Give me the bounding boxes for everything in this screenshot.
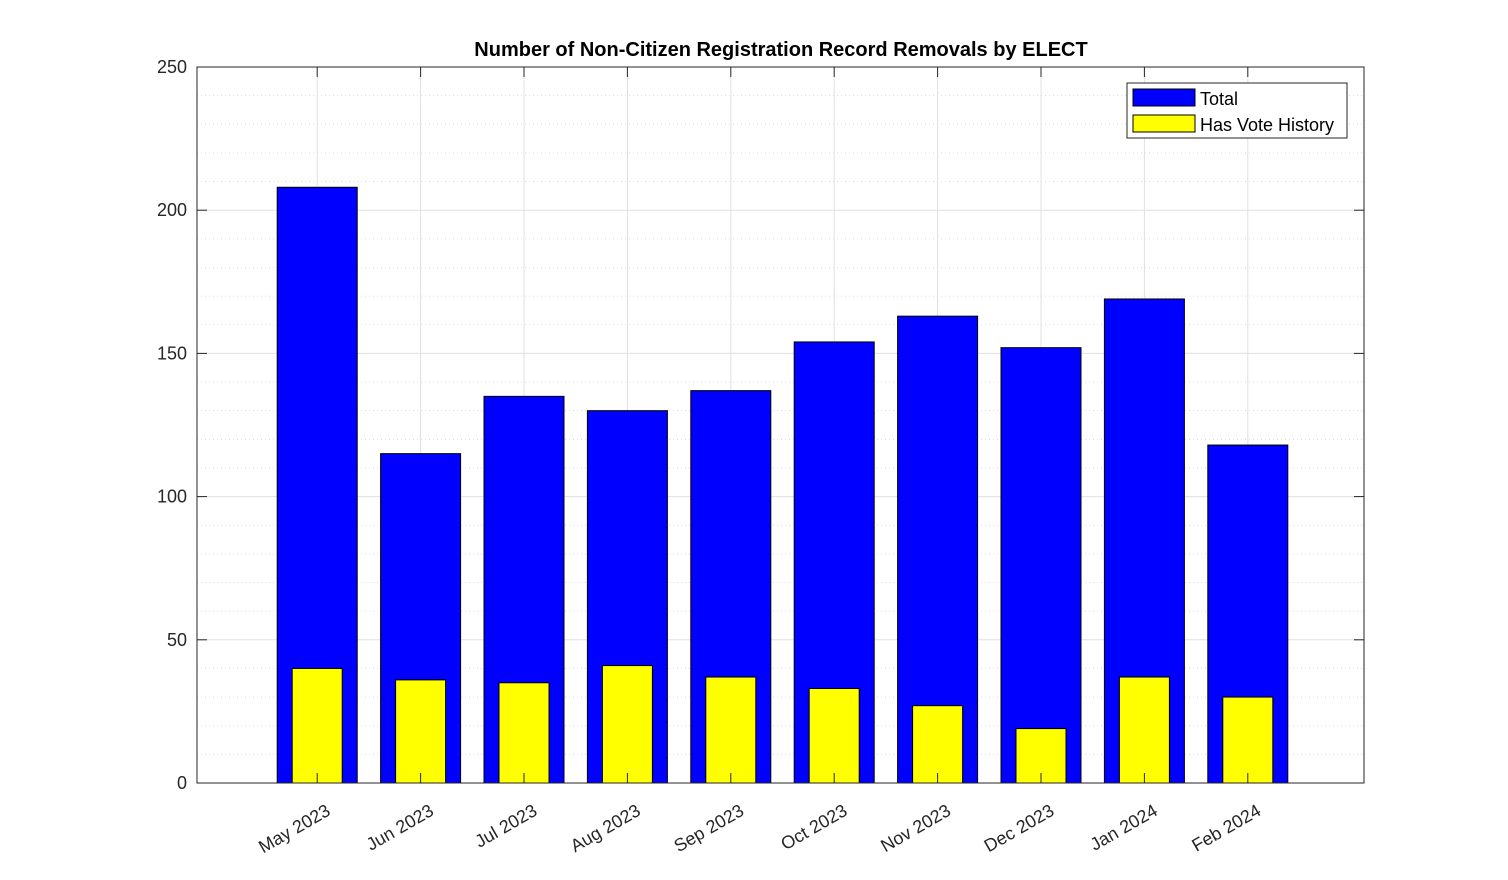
chart-title: Number of Non-Citizen Registration Recor…: [474, 39, 1087, 61]
bar-vote-history: [808, 687, 860, 784]
bar-vote-history: [601, 665, 653, 784]
legend-swatch-vote-history: [1132, 114, 1196, 133]
bars: [276, 186, 1289, 784]
bar-vote-history: [705, 676, 757, 784]
legend-label-vote-history: Has Vote History: [1200, 115, 1334, 135]
legend: Total Has Vote History: [1126, 82, 1348, 139]
bar-vote-history: [912, 705, 964, 784]
y-tick-label: 100: [157, 487, 187, 507]
y-tick-label: 150: [157, 343, 187, 363]
bar-vote-history: [395, 679, 447, 784]
bar-total: [1000, 347, 1082, 784]
axes-box: [196, 66, 1365, 784]
bar-vote-history: [498, 682, 550, 784]
plot-area: [197, 67, 1364, 783]
y-tick-label: 50: [167, 630, 187, 650]
bar-vote-history: [1222, 696, 1274, 784]
y-tick-label: 250: [157, 57, 187, 77]
y-tick-label: 200: [157, 200, 187, 220]
bar-vote-history: [1118, 676, 1170, 784]
legend-swatch-total: [1132, 88, 1196, 107]
bar-vote-history: [291, 667, 343, 784]
legend-label-total: Total: [1200, 89, 1238, 109]
y-tick-label: 0: [177, 773, 187, 793]
